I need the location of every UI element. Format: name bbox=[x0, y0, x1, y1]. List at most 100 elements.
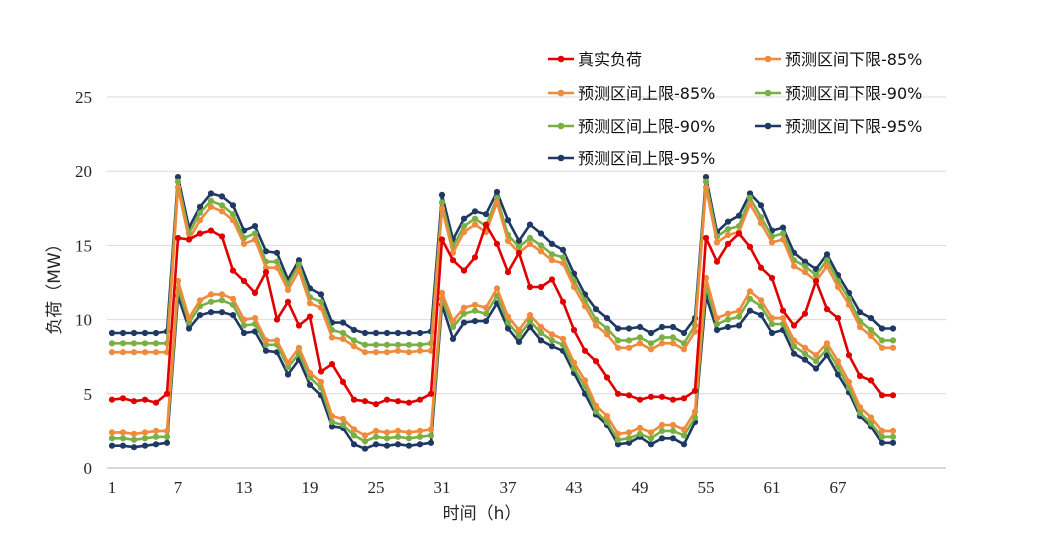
y-axis-title: 负荷（MW） bbox=[45, 235, 65, 334]
series-3-point-66 bbox=[823, 263, 831, 270]
series-7-point-3 bbox=[130, 329, 138, 337]
y-tick-labels: 0 5 10 15 20 25 bbox=[75, 88, 92, 478]
series-1-point-61 bbox=[768, 274, 776, 282]
series-1-point-51 bbox=[658, 393, 666, 400]
series-3-point-39 bbox=[526, 240, 534, 247]
series-1 bbox=[108, 221, 897, 408]
series-2-point-40 bbox=[537, 323, 545, 331]
series-3-point-1 bbox=[108, 349, 116, 356]
series-7-point-15 bbox=[262, 248, 270, 255]
series-4-point-13 bbox=[240, 322, 248, 329]
series-4-point-35 bbox=[482, 310, 490, 317]
series-3-point-42 bbox=[559, 260, 567, 267]
series-3-point-13 bbox=[240, 240, 248, 247]
x-axis-title: 时间（h） bbox=[443, 504, 522, 524]
series-1-point-30 bbox=[427, 390, 435, 397]
series-4-point-1 bbox=[108, 435, 116, 442]
series-5-point-33 bbox=[460, 223, 468, 230]
series-1-point-68 bbox=[845, 352, 853, 359]
series-6-point-71 bbox=[878, 439, 886, 446]
series-2-point-10 bbox=[207, 291, 215, 298]
series-5-point-65 bbox=[812, 272, 820, 279]
legend-item-6: 预测区间下限-95% bbox=[755, 117, 922, 136]
series-4-point-19 bbox=[306, 374, 314, 381]
series-2-point-31 bbox=[438, 289, 446, 296]
series-2-point-30 bbox=[427, 426, 435, 433]
legend-label-4: 预测区间下限-90% bbox=[785, 84, 922, 103]
series-4-point-6 bbox=[163, 433, 171, 440]
series-6-point-59 bbox=[746, 307, 754, 314]
series-5-point-31 bbox=[438, 199, 446, 206]
series-line-7 bbox=[112, 175, 893, 335]
series-2-point-36 bbox=[493, 285, 501, 292]
series-5-point-28 bbox=[405, 341, 413, 348]
series-4-point-49 bbox=[636, 430, 644, 437]
series-6-point-15 bbox=[262, 347, 270, 354]
series-7-point-66 bbox=[823, 251, 831, 258]
series-5-point-64 bbox=[801, 263, 809, 270]
series-2-point-45 bbox=[592, 402, 600, 409]
series-1-point-36 bbox=[493, 240, 501, 247]
series-3-point-69 bbox=[856, 323, 864, 331]
series-1-point-22 bbox=[339, 378, 347, 385]
series-6-point-25 bbox=[372, 441, 380, 448]
series-6-point-6 bbox=[163, 439, 171, 446]
series-5-point-25 bbox=[372, 341, 380, 348]
series-5-point-2 bbox=[119, 340, 127, 347]
series-6-point-17 bbox=[284, 371, 292, 378]
series-2-point-23 bbox=[350, 426, 358, 433]
series-1-point-13 bbox=[240, 277, 248, 285]
series-2-point-8 bbox=[185, 315, 193, 322]
series-5-point-20 bbox=[317, 298, 325, 305]
x-tick-label-7: 7 bbox=[174, 478, 183, 497]
series-3-point-23 bbox=[350, 343, 358, 350]
series-7-point-9 bbox=[196, 203, 204, 210]
series-2-point-53 bbox=[680, 426, 688, 433]
x-tick-label-49: 49 bbox=[632, 478, 649, 497]
series-3-point-5 bbox=[152, 349, 160, 356]
series-1-point-43 bbox=[570, 326, 578, 334]
series-4-point-2 bbox=[119, 435, 127, 442]
y-tick-label-15: 15 bbox=[75, 236, 92, 255]
series-7-point-70 bbox=[867, 315, 875, 322]
series-7-point-71 bbox=[878, 325, 886, 332]
series-5-point-16 bbox=[273, 258, 281, 265]
series-7-point-58 bbox=[735, 212, 743, 219]
series-line-5 bbox=[112, 180, 893, 347]
series-3-point-62 bbox=[779, 236, 787, 243]
series-2-point-59 bbox=[746, 288, 754, 295]
series-5-point-22 bbox=[339, 329, 347, 337]
series-6-point-28 bbox=[405, 442, 413, 449]
series-2-point-52 bbox=[669, 421, 677, 429]
series-1-point-12 bbox=[229, 267, 237, 274]
series-1-point-28 bbox=[405, 399, 413, 406]
y-tick-label-20: 20 bbox=[75, 162, 92, 181]
series-7-point-42 bbox=[559, 246, 567, 253]
series-4-point-33 bbox=[460, 310, 468, 317]
series-4-point-70 bbox=[867, 420, 875, 427]
series-2-point-70 bbox=[867, 414, 875, 421]
series-4-point-50 bbox=[647, 435, 655, 442]
series-1-point-46 bbox=[603, 374, 611, 381]
series-4 bbox=[108, 282, 897, 445]
series-6-point-67 bbox=[834, 371, 842, 378]
series-1-point-44 bbox=[581, 347, 589, 354]
series-4-point-32 bbox=[449, 323, 457, 331]
series-2-point-26 bbox=[383, 429, 391, 436]
series-4-point-21 bbox=[328, 418, 336, 426]
series-4-point-4 bbox=[141, 435, 149, 442]
series-2-point-25 bbox=[372, 427, 380, 434]
series-2-point-72 bbox=[889, 427, 897, 434]
series-3-point-29 bbox=[416, 347, 424, 354]
series-7-point-5 bbox=[152, 329, 160, 337]
series-5-point-26 bbox=[383, 341, 391, 348]
series-2-point-35 bbox=[482, 304, 490, 311]
series-6-point-30 bbox=[427, 439, 435, 446]
series-3-point-14 bbox=[251, 236, 259, 243]
series-7-point-28 bbox=[405, 329, 413, 337]
series-3-point-19 bbox=[306, 300, 314, 307]
series-4-point-72 bbox=[889, 433, 897, 440]
series-1-point-3 bbox=[130, 398, 138, 405]
series-2-point-42 bbox=[559, 335, 567, 342]
series-5-point-55 bbox=[702, 178, 710, 185]
